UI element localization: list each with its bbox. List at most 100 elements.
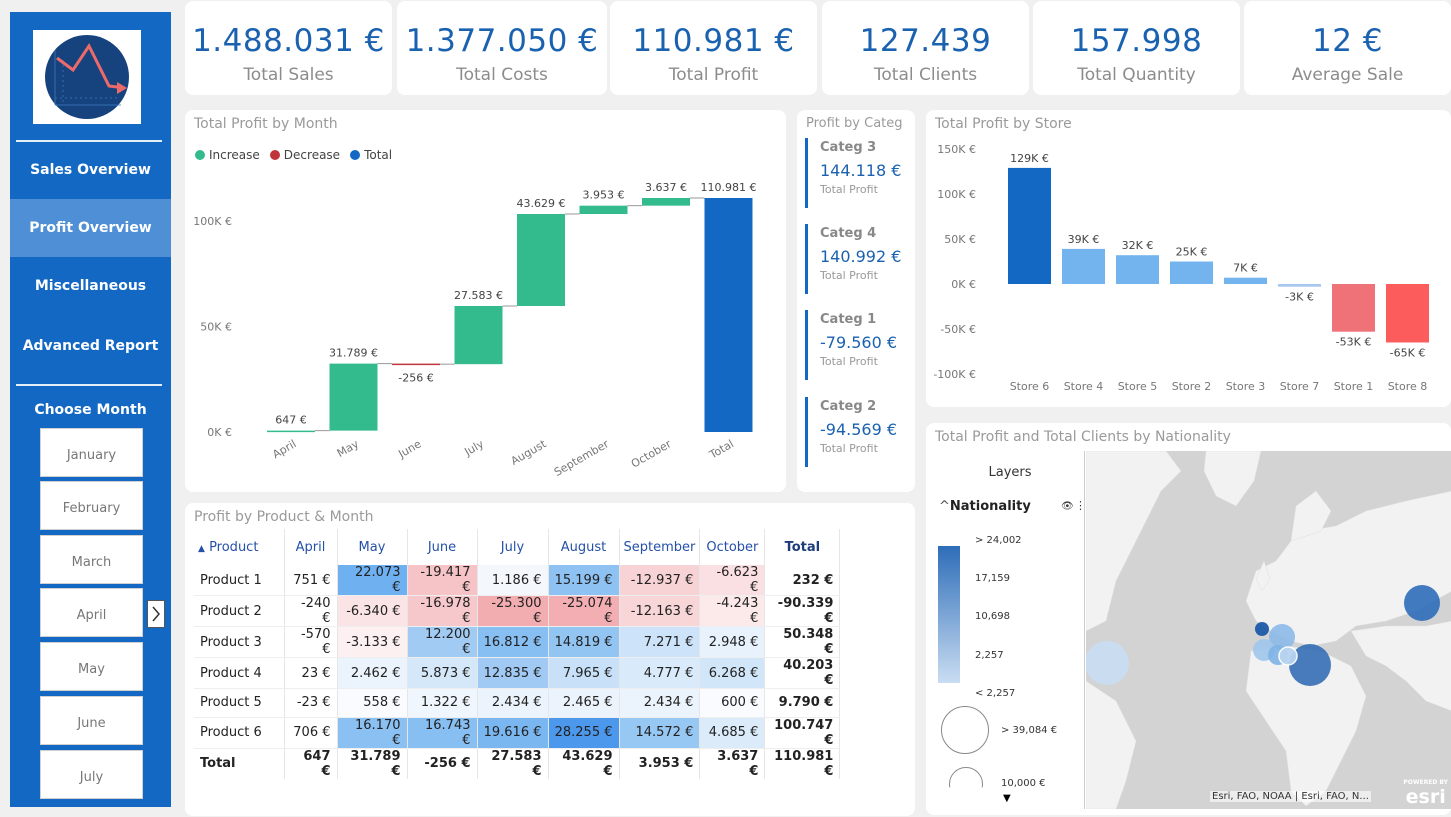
matrix-row[interactable]: Product 3 -570 € -3.133 €12.200 €16.812 €1…	[194, 626, 841, 658]
map-canvas[interactable]: Esri, FAO, NOAA | Esri, FAO, N... POWERE…	[1086, 451, 1451, 809]
col-header-june[interactable]: June	[407, 529, 478, 565]
categ-name: Categ 3	[820, 140, 877, 155]
matrix-cell: 2.462 €	[337, 657, 408, 689]
waterfall-legend: Increase Decrease Total	[195, 148, 392, 162]
waterfall-bar[interactable]	[579, 205, 628, 215]
kpi-total-profit: 110.981 € Total Profit	[610, 1, 817, 95]
col-header-product[interactable]: ▲ Product	[194, 529, 285, 565]
store-bar[interactable]	[1224, 277, 1267, 284]
total-cell: 31.789 €	[337, 747, 408, 779]
y-tick-label: 0K €	[207, 426, 232, 439]
x-tick-label: Store 2	[1172, 380, 1212, 393]
eye-icon[interactable]: 👁	[1061, 501, 1074, 512]
logo	[33, 30, 141, 124]
store-bar[interactable]	[1170, 261, 1213, 285]
matrix-row[interactable]: Product 5 -23 €558 €1.322 €2.434 €2.465 €…	[194, 688, 841, 718]
store-bar[interactable]	[1062, 248, 1105, 284]
nav-sales-overview[interactable]: Sales Overview	[10, 141, 171, 199]
layer-toggle-nationality[interactable]: ^Nationality	[939, 499, 1031, 514]
waterfall-bar[interactable]	[642, 197, 690, 206]
y-tick-label: 50K €	[200, 321, 232, 334]
map-bubble[interactable]	[1289, 644, 1331, 686]
map-bubble[interactable]	[1404, 585, 1440, 621]
col-header-total[interactable]: Total	[764, 529, 841, 565]
map-bubble[interactable]	[1086, 641, 1129, 685]
month-label: February	[62, 501, 121, 516]
matrix-cell: 2.948 €	[699, 626, 766, 658]
legend-dot-decrease	[269, 150, 280, 160]
categ-sub: Total Profit	[820, 183, 878, 196]
size-legend-label: 10,000 €	[1001, 778, 1046, 789]
matrix-row[interactable]: Product 2 -240 € -6.340 € -16.978 € -25.300 …	[194, 595, 841, 627]
month-button-may[interactable]: May	[40, 642, 143, 691]
x-tick-label: Store 1	[1334, 380, 1374, 393]
waterfall-bar[interactable]	[329, 363, 378, 431]
matrix-row[interactable]: Product 6 706 €16.170 €16.743 €19.616 €28…	[194, 717, 841, 749]
categ-value: 140.992 €	[820, 247, 902, 266]
col-header-july[interactable]: July	[477, 529, 549, 565]
categ-card-1: Categ 1 -79.560 € Total Profit	[805, 310, 905, 380]
esri-logo-text: esri	[1405, 786, 1446, 808]
store-data-label: 25K €	[1176, 246, 1208, 259]
store-bar[interactable]	[1008, 167, 1051, 284]
waterfall-bar[interactable]	[392, 363, 440, 366]
store-bar[interactable]	[1332, 284, 1375, 332]
matrix-cell: 16.170 €	[337, 717, 408, 749]
row-total-cell: 9.790 €	[764, 688, 841, 718]
total-cell: 647 €	[284, 747, 338, 779]
row-total-cell: 100.747 €	[764, 717, 841, 749]
store-bar[interactable]	[1278, 284, 1321, 287]
color-gradient-legend	[938, 546, 960, 683]
month-button-april[interactable]: April	[40, 588, 143, 637]
matrix-row[interactable]: Product 1 751 €22.073 € -19.417 €1.186 €15…	[194, 565, 841, 596]
nav-label: Miscellaneous	[34, 278, 147, 294]
month-button-march[interactable]: March	[40, 535, 143, 584]
kpi-label: Total Clients	[873, 65, 978, 85]
size-legend-circle-small	[949, 767, 983, 788]
categ-name: Categ 1	[820, 312, 877, 327]
month-button-february[interactable]: February	[40, 481, 143, 530]
nav-label: Profit Overview	[29, 220, 152, 236]
matrix-row[interactable]: Product 4 23 €2.462 €5.873 €12.835 €7.965…	[194, 657, 841, 689]
col-header-october[interactable]: October	[699, 529, 766, 565]
month-button-july[interactable]: July	[40, 750, 143, 799]
matrix-cell: -6.623 €	[699, 565, 766, 596]
category-title: Profit by Categ	[806, 116, 903, 131]
store-bar[interactable]	[1116, 255, 1159, 284]
waterfall-bar[interactable]	[267, 430, 315, 433]
month-scroll-right-button[interactable]	[147, 600, 165, 628]
legend-scroll-down-icon[interactable]: ▼	[1003, 793, 1011, 804]
month-button-january[interactable]: January	[40, 428, 143, 477]
kpi-label: Total Costs	[456, 65, 548, 85]
matrix-cell: 5.873 €	[407, 657, 478, 689]
kpi-total-quantity: 157.998 Total Quantity	[1033, 1, 1240, 95]
y-tick-label: 50K €	[944, 233, 976, 246]
col-header-september[interactable]: September	[619, 529, 701, 565]
store-data-label: -65K €	[1390, 347, 1426, 360]
map-bubble[interactable]	[1255, 622, 1269, 636]
map-bubble[interactable]	[1278, 646, 1298, 666]
waterfall-bar[interactable]	[517, 214, 565, 306]
waterfall-data-label: -256 €	[398, 372, 433, 385]
x-tick-label: May	[335, 437, 362, 460]
col-header-august[interactable]: August	[548, 529, 620, 565]
nav-profit-overview[interactable]: Profit Overview	[10, 199, 171, 257]
map-bubble[interactable]	[1269, 624, 1295, 650]
row-total-cell: 232 €	[764, 565, 841, 596]
more-options-icon[interactable]: ⋮	[1075, 499, 1086, 512]
nav-miscellaneous[interactable]: Miscellaneous	[10, 257, 171, 315]
store-bar[interactable]	[1386, 284, 1429, 343]
waterfall-bar[interactable]	[704, 198, 753, 432]
matrix-cell: -12.937 €	[619, 565, 701, 596]
categ-sub: Total Profit	[820, 442, 878, 455]
matrix-cell: 4.777 €	[619, 657, 701, 689]
kpi-total-clients: 127.439 Total Clients	[822, 1, 1029, 95]
nav-advanced-report[interactable]: Advanced Report	[10, 317, 171, 375]
store-data-label: -53K €	[1336, 336, 1372, 349]
month-button-june[interactable]: June	[40, 696, 143, 745]
waterfall-bar[interactable]	[454, 305, 503, 365]
col-header-may[interactable]: May	[337, 529, 408, 565]
col-header-april[interactable]: April	[284, 529, 338, 565]
matrix-cell: 2.434 €	[477, 688, 549, 718]
categ-card-4: Categ 4 140.992 € Total Profit	[805, 224, 905, 294]
